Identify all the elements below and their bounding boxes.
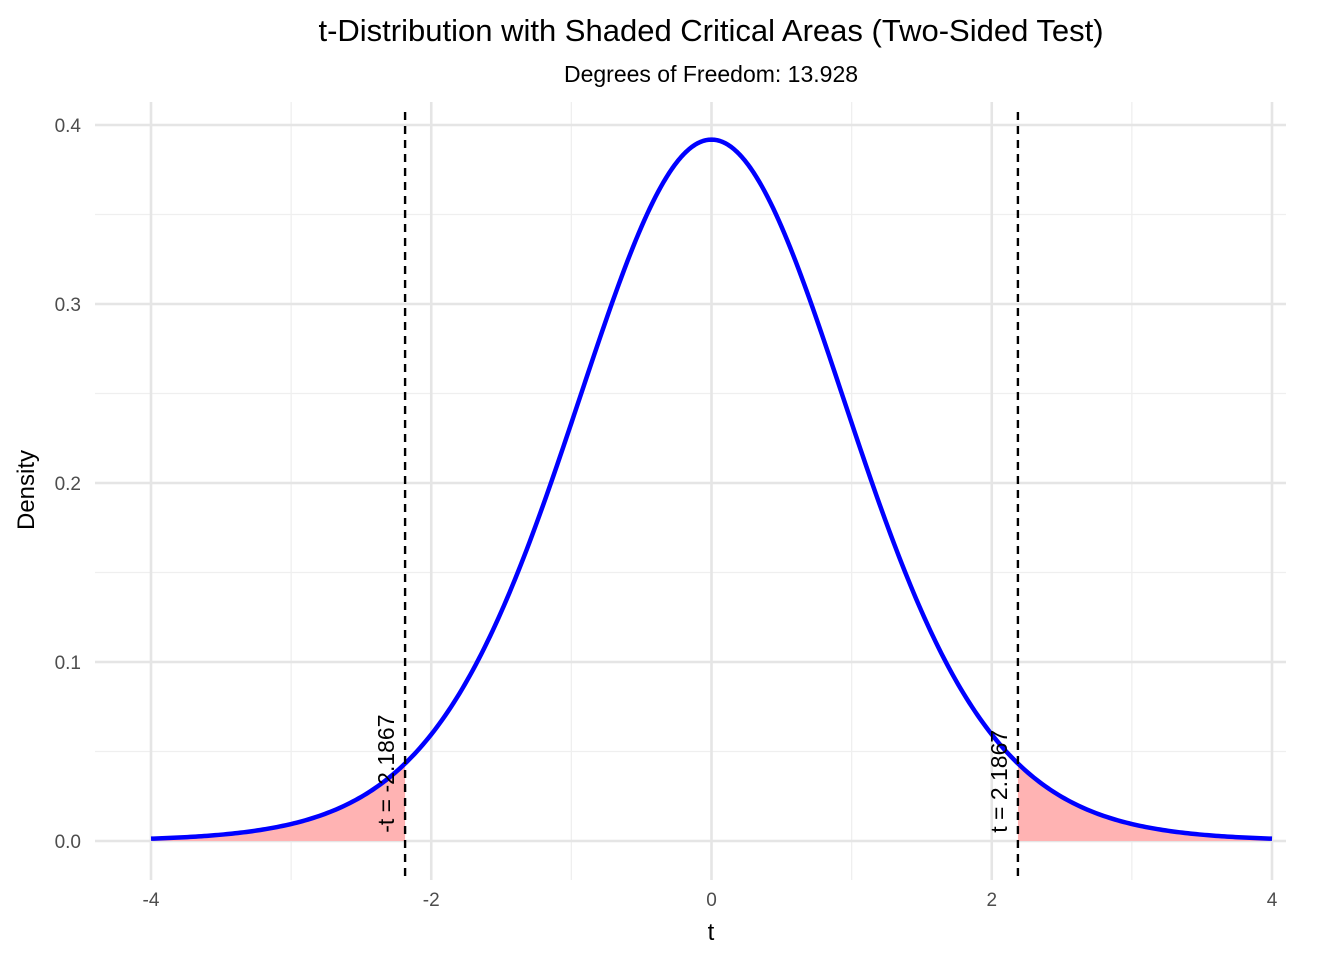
density-curve [150, 137, 1273, 841]
x-tick-label: 0 [706, 890, 717, 911]
critical-label-right: t = 2.1867 [986, 730, 1012, 833]
x-tick-label: 2 [986, 890, 997, 911]
critical-value-labels: -t = -2.1867 t = 2.1867 [373, 714, 1012, 832]
y-tick-label: 0.4 [55, 116, 82, 137]
shaded-critical-areas [151, 763, 1272, 841]
density-curves [150, 137, 1273, 841]
x-tick-label: 4 [1267, 890, 1278, 911]
x-tick-label: -2 [423, 890, 440, 911]
shaded-tail-right [1017, 763, 1272, 841]
y-axis-tick-labels: 0.0 0.1 0.2 0.3 0.4 [55, 116, 82, 853]
y-tick-label: 0.1 [55, 653, 81, 674]
major-gridlines [95, 102, 1286, 880]
shaded-tail-left [151, 763, 406, 841]
minor-gridlines [95, 102, 1286, 880]
y-axis-title: Density [13, 450, 40, 530]
chart-subtitle: Degrees of Freedom: 13.928 [564, 61, 858, 87]
y-tick-label: 0.2 [55, 474, 81, 495]
y-tick-label: 0.0 [55, 832, 81, 853]
x-axis-title: t [708, 919, 715, 946]
chart-title: t-Distribution with Shaded Critical Area… [318, 13, 1103, 48]
critical-label-left: -t = -2.1867 [373, 714, 399, 832]
x-tick-label: -4 [143, 890, 160, 911]
critical-value-lines [403, 112, 1020, 878]
x-axis-tick-labels: -4 -2 0 2 4 [143, 890, 1278, 911]
y-tick-label: 0.3 [55, 295, 81, 316]
